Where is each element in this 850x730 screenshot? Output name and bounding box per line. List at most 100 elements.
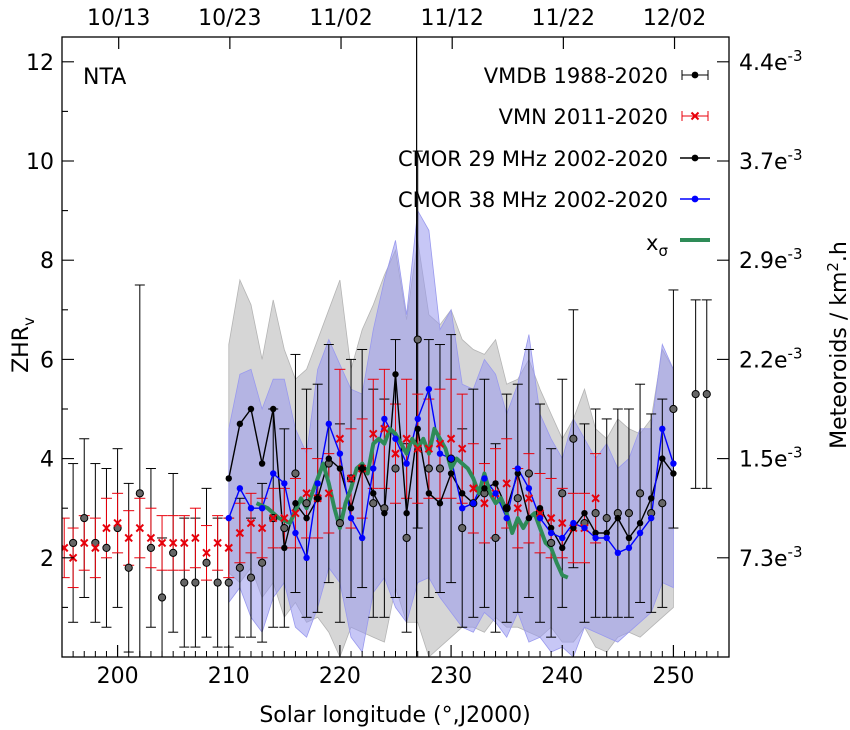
vmdb-point bbox=[258, 558, 267, 567]
vmn-point bbox=[157, 538, 167, 548]
cmor29-point bbox=[514, 470, 521, 477]
cmor29-point bbox=[659, 455, 666, 462]
vmn-point bbox=[424, 444, 434, 453]
vmdb-point bbox=[569, 434, 578, 443]
cmor29-point bbox=[492, 480, 499, 487]
cmor29-point bbox=[481, 485, 488, 492]
vmdb-point bbox=[291, 469, 300, 478]
legend-label-vmn: VMN 2011-2020 bbox=[499, 105, 668, 129]
cmor38-point bbox=[625, 544, 633, 552]
legend: VMDB 1988-2020 VMN 2011-2020 CMOR 29 MHz 2… bbox=[398, 64, 710, 260]
legend-label-cmor29: CMOR 29 MHz 2002-2020 bbox=[398, 147, 668, 171]
vmn-point bbox=[224, 543, 233, 553]
y-axis-title-sub: v bbox=[20, 317, 38, 326]
vmn-point-stroke bbox=[302, 489, 311, 498]
y2-axis-title-main: Meteoroids / km bbox=[827, 272, 850, 449]
y2-tick-label: 7.3e-3 bbox=[739, 543, 803, 572]
vmn-point-stroke bbox=[80, 538, 89, 548]
cmor38-point bbox=[303, 554, 310, 561]
y2-tick-label: 2.9e-3 bbox=[739, 245, 803, 274]
legend-swatch-marker bbox=[691, 71, 699, 79]
cmor38-point bbox=[292, 529, 299, 537]
cmor29-point bbox=[625, 534, 633, 542]
vmdb-point bbox=[135, 489, 144, 498]
y2-tick-mantissa: 7.3e bbox=[739, 547, 788, 572]
cmor38-point bbox=[670, 460, 677, 467]
vmn-point-stroke bbox=[335, 434, 345, 443]
vmn-point bbox=[324, 489, 334, 498]
vmdb-point bbox=[124, 563, 133, 572]
vmn-point bbox=[180, 538, 189, 548]
vmdb-point bbox=[169, 548, 178, 557]
vmn-point-stroke bbox=[513, 503, 522, 513]
vmn-point-stroke bbox=[424, 444, 434, 453]
vmdb-point bbox=[80, 514, 89, 523]
cmor29-point bbox=[670, 470, 677, 477]
y2-tick-label: 1.5e-3 bbox=[739, 444, 803, 473]
y2-tick-mantissa: 2.9e bbox=[739, 249, 788, 274]
y2-axis-title-end: .h bbox=[827, 241, 850, 262]
cmor38-point bbox=[325, 420, 332, 428]
vmn-point-stroke bbox=[480, 499, 489, 508]
data-points bbox=[62, 335, 711, 602]
vmn-point bbox=[435, 439, 445, 448]
vmdb-point bbox=[413, 335, 422, 344]
cmor38-point bbox=[525, 485, 533, 492]
legend-label-main: CMOR 29 MHz 2002-2020 bbox=[398, 147, 668, 171]
cmor38-point bbox=[536, 514, 544, 522]
vmdb-point bbox=[424, 464, 433, 473]
cmor38-point bbox=[347, 514, 355, 522]
cmor29-point bbox=[525, 514, 533, 522]
top-tick-label: 12/02 bbox=[643, 6, 706, 31]
vmn-point-stroke bbox=[524, 494, 534, 503]
vmn-point bbox=[413, 444, 422, 453]
vmn-point-stroke bbox=[457, 444, 467, 453]
vmdb-point bbox=[691, 390, 700, 399]
vmn-point bbox=[269, 513, 278, 523]
vmn-point-stroke bbox=[91, 543, 100, 553]
vmn-point-stroke bbox=[546, 513, 556, 523]
vmn-point-stroke bbox=[291, 508, 300, 518]
cmor29-point bbox=[436, 500, 444, 507]
vmdb-point bbox=[391, 464, 400, 473]
vmn-point bbox=[91, 543, 100, 553]
legend-swatch-marker bbox=[691, 195, 699, 203]
x-tick-label: 230 bbox=[430, 664, 472, 689]
cmor29-point bbox=[258, 460, 266, 467]
cmor29-point bbox=[559, 544, 566, 552]
cmor29-point bbox=[414, 425, 421, 433]
vmn-point bbox=[213, 538, 222, 548]
vmn-point-stroke bbox=[280, 513, 289, 523]
vmn-point-stroke bbox=[469, 484, 478, 493]
vmdb-point bbox=[458, 523, 467, 533]
x-tick-label: 210 bbox=[208, 664, 250, 689]
cmor29-point bbox=[281, 544, 288, 552]
cmor29-point bbox=[603, 529, 610, 537]
cmor38-point bbox=[425, 385, 433, 393]
y-tick-label: 4 bbox=[40, 448, 54, 473]
legend-label-sub: σ bbox=[658, 242, 668, 260]
vmn-point bbox=[146, 533, 156, 543]
cmor29-point bbox=[503, 505, 510, 512]
cmor29-point bbox=[247, 405, 255, 413]
cmor38-point bbox=[236, 485, 244, 492]
cmor38-point bbox=[503, 514, 510, 522]
vmn-point bbox=[480, 499, 489, 508]
vmn-point bbox=[124, 533, 133, 543]
legend-label-main: x bbox=[646, 231, 658, 255]
vmdb-point bbox=[224, 578, 233, 587]
cmor38-point bbox=[581, 524, 588, 532]
x-tick-label: 240 bbox=[541, 664, 583, 689]
xsigma-series-line bbox=[255, 426, 569, 580]
cmor29-point bbox=[347, 505, 355, 512]
vmdb-point bbox=[202, 558, 211, 567]
y-tick-label: 10 bbox=[26, 150, 54, 175]
vmdb-point bbox=[146, 543, 156, 552]
vmn-point-stroke bbox=[535, 508, 545, 518]
cmor29-point bbox=[536, 505, 544, 512]
vmdb-point bbox=[402, 533, 411, 543]
legend-label-main: VMN 2011-2020 bbox=[499, 105, 668, 129]
cmor38-point bbox=[403, 460, 410, 467]
cmor29-point bbox=[447, 470, 455, 477]
